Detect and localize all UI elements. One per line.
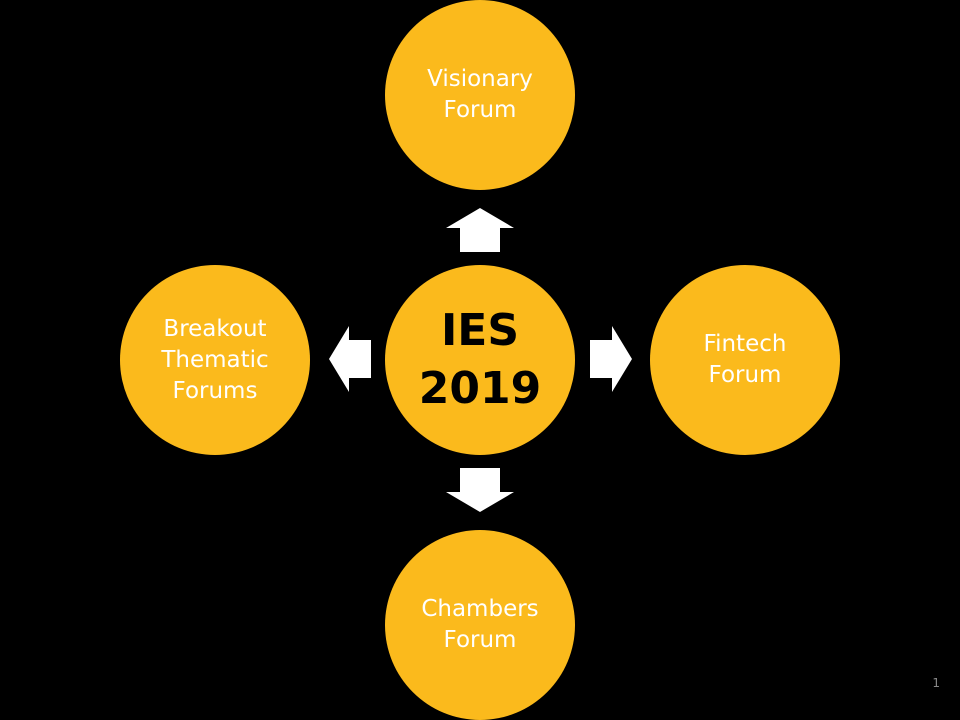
center-label: IES 2019 (419, 302, 541, 418)
node-breakout-thematic-forums: Breakout Thematic Forums (120, 265, 310, 455)
arrow-left-icon (329, 326, 371, 392)
node-fintech-forum: Fintech Forum (650, 265, 840, 455)
center-label-line1: IES (440, 305, 520, 356)
arrow-up-icon (446, 208, 514, 252)
center-label-line2: 2019 (418, 363, 542, 414)
node-visionary-forum: Visionary Forum (385, 0, 575, 190)
node-chambers-forum: Chambers Forum (385, 530, 575, 720)
node-breakout-thematic-forums-label: Breakout Thematic Forums (161, 315, 269, 404)
node-visionary-forum-label: Visionary Forum (427, 66, 533, 123)
arrow-right-icon (590, 326, 632, 392)
node-center-ies-2019: IES 2019 (385, 265, 575, 455)
node-fintech-forum-label: Fintech Forum (703, 331, 787, 388)
node-chambers-forum-label: Chambers Forum (421, 596, 539, 653)
page-number: 1 (932, 676, 940, 690)
arrow-down-icon (446, 468, 514, 512)
